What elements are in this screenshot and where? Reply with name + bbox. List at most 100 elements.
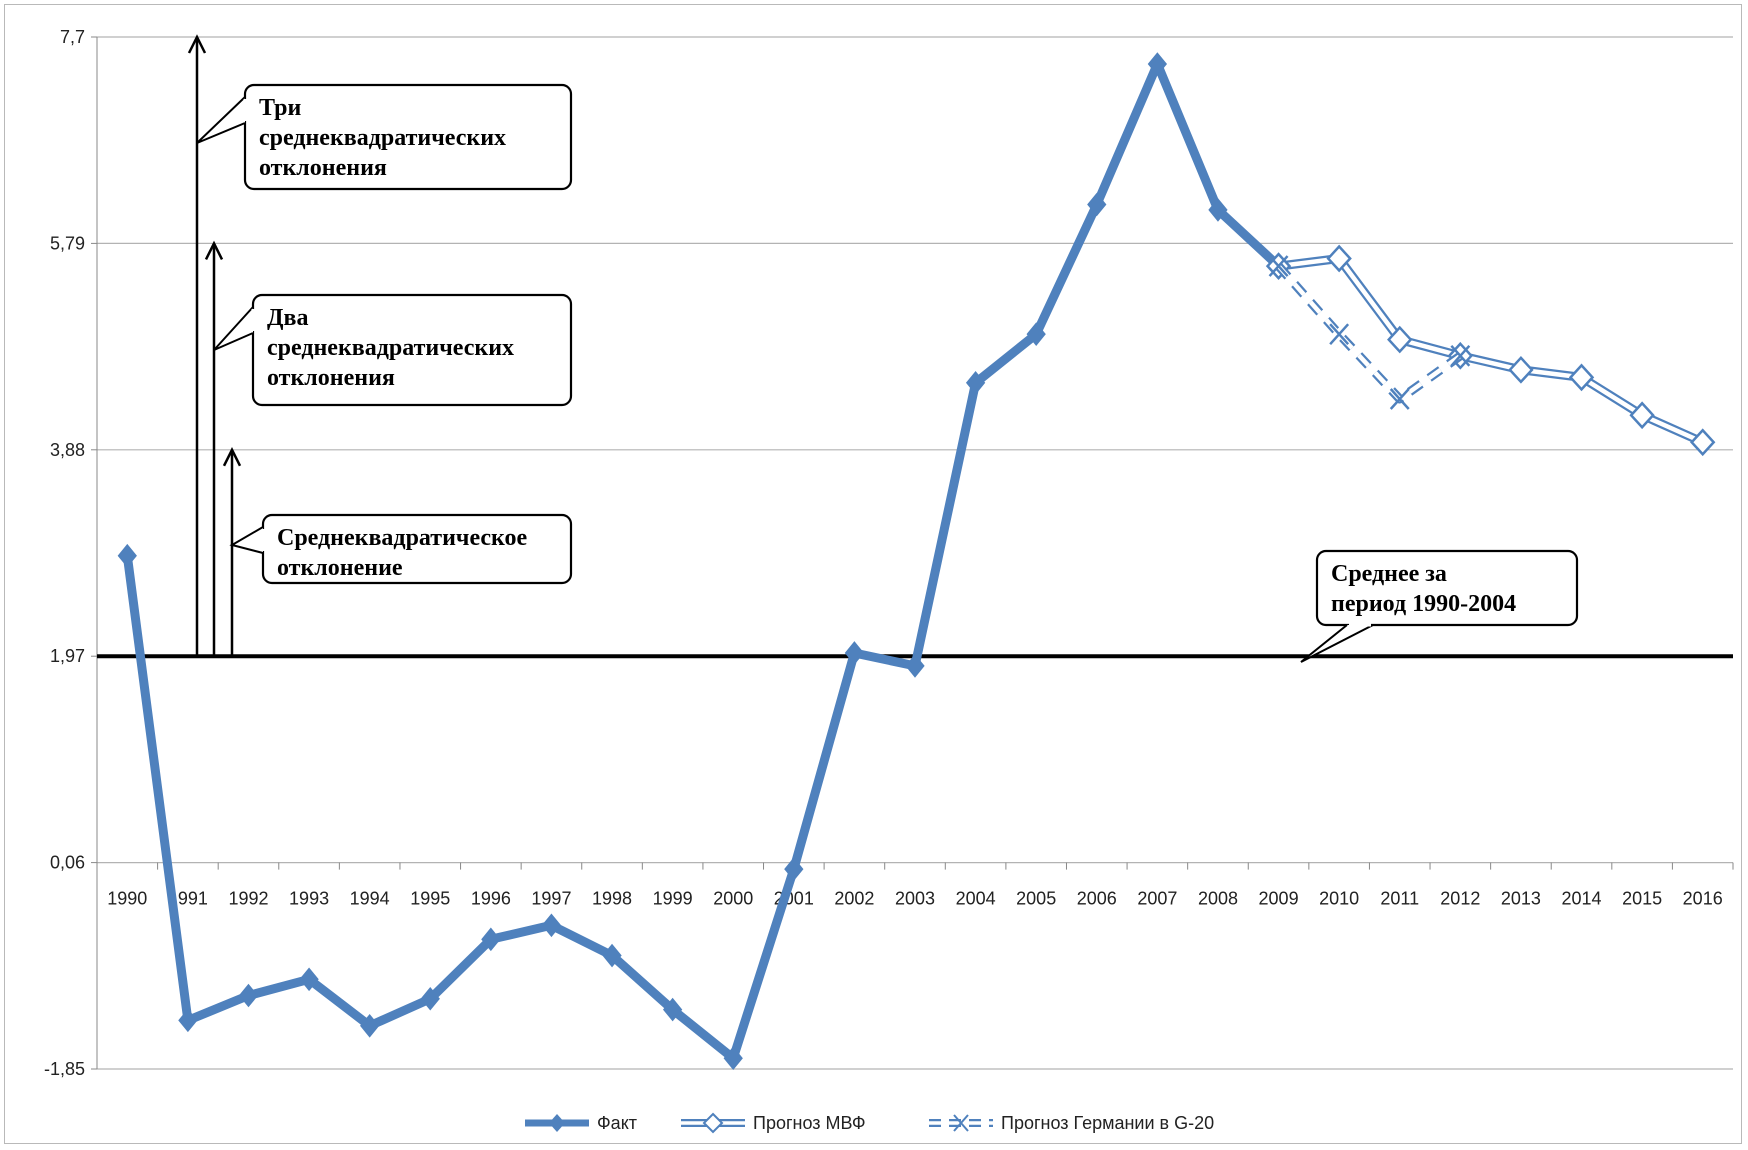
annotation-text-line: Два [267, 305, 308, 331]
sigma-arrow-head [222, 447, 242, 467]
x-tick-label: 2014 [1561, 889, 1601, 909]
callout-box [1315, 549, 1579, 627]
annotations: Три среднеквадратических отклонения Два сред… [196, 83, 1579, 663]
data-point [1389, 388, 1410, 410]
sigma-arrow-head [204, 240, 224, 260]
x-tick-label: 1996 [471, 889, 511, 909]
legend-swatch-marker [702, 1112, 724, 1134]
x-axis-ticks: 1990 1991 1992 1993 1994 1995 1996 1997 1998 1999… [96, 862, 1734, 909]
x-tick-label: 2013 [1501, 889, 1541, 909]
data-point [1268, 255, 1289, 277]
x-tick-label: 2012 [1440, 889, 1480, 909]
data-point [1026, 322, 1046, 346]
data-point [965, 371, 986, 395]
x-tick-label: 2015 [1622, 889, 1662, 909]
series-0 [117, 52, 1289, 1070]
legend-label: Факт [597, 1113, 637, 1133]
legend-label: Прогноз Германии в G-20 [1001, 1113, 1214, 1133]
data-point [1329, 323, 1350, 346]
data-point [905, 654, 925, 678]
annotation-text-line: отклонение [277, 555, 403, 581]
data-point [662, 997, 683, 1022]
data-point [1568, 363, 1595, 392]
x-tick-label: 2006 [1077, 889, 1117, 909]
x-tick-label: 1999 [653, 889, 693, 909]
annotation-three_sigma: Три среднеквадратических отклонения [196, 83, 573, 191]
data-point [1326, 244, 1352, 273]
data-point [723, 1046, 743, 1070]
annotation-one_sigma: Среднеквадратическое отклонение [229, 513, 573, 585]
data-point [178, 1008, 198, 1033]
x-tick-label: 2010 [1319, 889, 1359, 909]
x-tick-label: 1991 [168, 889, 208, 909]
annotation-mean: Среднее за период 1990-2004 [1300, 549, 1579, 663]
data-point [541, 913, 562, 938]
callout-pointer [229, 526, 264, 554]
annotation-text-line: Три [259, 95, 301, 121]
data-point [1450, 344, 1471, 367]
x-tick-label: 1997 [531, 889, 571, 909]
series-line [1275, 263, 1463, 404]
x-tick-label: 2003 [895, 889, 935, 909]
series-line-inner [1276, 264, 1462, 402]
y-tick-label: 5,79 [50, 233, 85, 253]
x-tick-label: 1992 [228, 889, 268, 909]
legend-item-1: Прогноз МВФ [681, 1112, 866, 1134]
data-point [1387, 325, 1413, 354]
annotation-text-line: отклонения [267, 365, 395, 391]
data-point [784, 857, 804, 881]
x-tick-label: 1994 [350, 889, 390, 909]
legend: Факт Прогноз МВФ Прогноз Германии в G-20 [525, 1112, 1214, 1134]
data-point [238, 983, 259, 1008]
x-tick-label: 2005 [1016, 889, 1056, 909]
data-point [360, 1013, 380, 1038]
data-point [844, 641, 865, 665]
y-axis-ticks: -1,85 0,06 1,97 3,88 5,79 7,7 [44, 27, 97, 1079]
data-point [602, 943, 622, 968]
series-line-inner [1278, 256, 1704, 445]
legend-label: Прогноз МВФ [753, 1113, 866, 1133]
chart-frame: -1,85 0,06 1,97 3,88 5,79 7,7 1990 1991 1992 199… [4, 4, 1742, 1144]
annotation-text-line: Среднее за [1331, 561, 1447, 587]
x-tick-label: 1995 [410, 889, 450, 909]
callout-box [251, 293, 573, 407]
data-point [299, 967, 319, 992]
legend-item-0: Факт [525, 1113, 637, 1133]
data-point [117, 543, 137, 568]
data-point [1690, 428, 1716, 457]
x-tick-label: 1990 [107, 889, 147, 909]
data-point [420, 986, 440, 1011]
sigma-arrow-head [187, 34, 207, 54]
x-tick-label: 1998 [592, 889, 632, 909]
annotation-text-line: отклонения [259, 155, 387, 181]
series-2 [1268, 255, 1471, 410]
x-tick-label: 2008 [1198, 889, 1238, 909]
series-1 [1265, 244, 1716, 457]
callout-pointer [1300, 624, 1374, 663]
series-line [122, 59, 1282, 1063]
x-tick-label: 2004 [956, 889, 996, 909]
series [117, 52, 1716, 1070]
callout-pointer [213, 306, 254, 351]
y-tick-label: -1,85 [44, 1059, 85, 1079]
annotation-text-line: среднеквадратических [267, 335, 514, 361]
y-tick-label: 1,97 [50, 646, 85, 666]
x-tick-label: 1993 [289, 889, 329, 909]
callout-pointer [196, 96, 246, 144]
x-tick-label: 2016 [1683, 889, 1723, 909]
annotation-text-line: среднеквадратических [259, 125, 506, 151]
data-point [1208, 198, 1228, 222]
y-tick-label: 0,06 [50, 853, 85, 873]
callout-box [243, 83, 573, 191]
x-tick-label: 2007 [1137, 889, 1177, 909]
y-tick-label: 3,88 [50, 440, 85, 460]
x-tick-label: 2000 [713, 889, 753, 909]
x-tick-label: 2009 [1259, 889, 1299, 909]
line-chart: -1,850,061,973,885,797,7 1990 1991 1992 199… [44, 27, 1734, 1134]
x-tick-label: 2002 [834, 889, 874, 909]
data-point [1087, 192, 1107, 217]
annotation-text-line: период 1990-2004 [1331, 591, 1516, 617]
legend-item-2: Прогноз Германии в G-20 [929, 1113, 1214, 1133]
data-point [1508, 355, 1534, 384]
y-tick-label: 7,7 [60, 27, 85, 47]
